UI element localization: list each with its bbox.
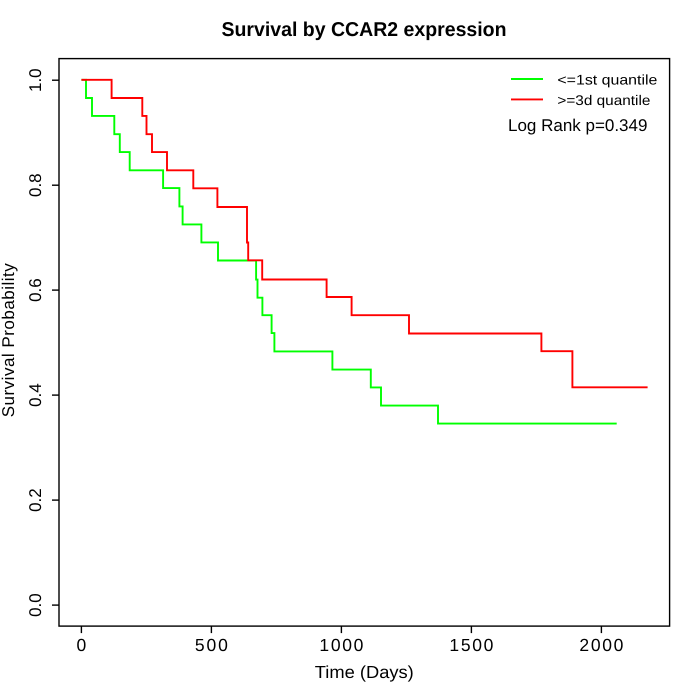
svg-text:Time (Days): Time (Days) (315, 662, 414, 682)
svg-text:Survival Probability: Survival Probability (0, 263, 18, 418)
svg-text:<=1st quantile: <=1st quantile (557, 71, 657, 87)
svg-text:1.0: 1.0 (26, 68, 45, 92)
svg-text:0.2: 0.2 (26, 488, 45, 512)
svg-text:Log Rank p=0.349: Log Rank p=0.349 (508, 116, 647, 135)
svg-text:0.6: 0.6 (26, 278, 45, 302)
svg-text:0.0: 0.0 (26, 593, 45, 617)
svg-text:500: 500 (195, 635, 228, 655)
svg-text:1500: 1500 (449, 635, 493, 655)
svg-text:1000: 1000 (319, 635, 363, 655)
svg-text:0.8: 0.8 (26, 173, 45, 197)
svg-text:Survival by CCAR2 expression: Survival by CCAR2 expression (222, 19, 507, 41)
svg-text:0: 0 (77, 635, 87, 655)
svg-text:2000: 2000 (579, 635, 623, 655)
svg-text:0.4: 0.4 (26, 383, 45, 407)
svg-text:>=3d quantile: >=3d quantile (557, 92, 650, 108)
